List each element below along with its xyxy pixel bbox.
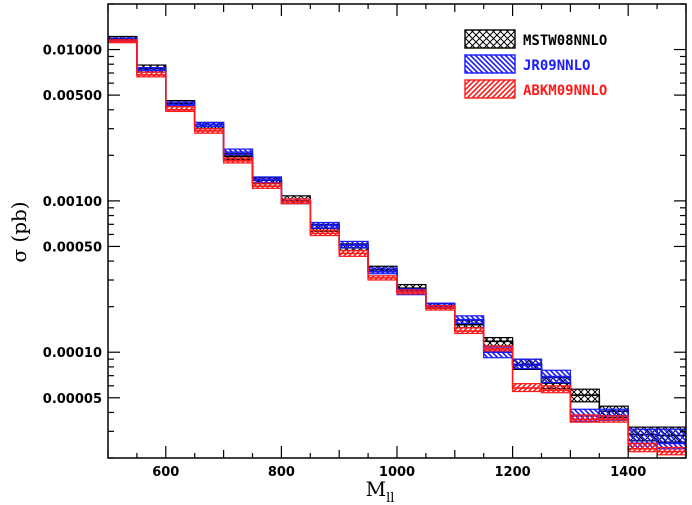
band-layer <box>108 36 686 454</box>
legend-label-abkm09nnlo: ABKM09NNLO <box>523 83 607 99</box>
legend-label-jr09nnlo: JR09NNLO <box>523 58 590 74</box>
band-abkm09nnlo-bin-18 <box>628 443 657 451</box>
x-tick-label: 800 <box>268 465 295 480</box>
y-tick-label: 0.00005 <box>43 392 102 407</box>
legend: MSTW08NNLO JR09NNLO ABKM09NNLO <box>465 30 607 99</box>
legend-swatch-mstw08nnlo <box>465 30 515 48</box>
x-tick-label: 1200 <box>495 465 531 480</box>
legend-swatch-jr09nnlo <box>465 55 515 73</box>
band-jr09nnlo-bin-19 <box>657 429 686 449</box>
x-axis-label-main: M <box>366 477 386 501</box>
y-tick-label: 0.00500 <box>43 89 102 104</box>
y-tick-label: 0.00010 <box>43 346 102 361</box>
x-tick-label: 1400 <box>610 465 646 480</box>
legend-label-mstw08nnlo: MSTW08NNLO <box>523 33 607 49</box>
band-abkm09nnlo-bin-15 <box>542 386 571 393</box>
band-jr09nnlo-bin-9 <box>368 268 397 274</box>
y-axis-title: σ (pb) <box>7 201 31 262</box>
band-jr09nnlo-bin-14 <box>513 359 542 368</box>
y-tick-label: 0.01000 <box>43 44 102 59</box>
x-tick-label: 600 <box>152 465 179 480</box>
legend-swatch-abkm09nnlo <box>465 80 515 98</box>
y-tick-label: 0.00050 <box>43 240 102 255</box>
x-axis-title: Mll <box>366 477 395 505</box>
y-tick-label: 0.00100 <box>43 195 102 210</box>
band-abkm09nnlo-bin-16 <box>570 415 599 422</box>
x-axis-label-sub: ll <box>386 491 394 505</box>
